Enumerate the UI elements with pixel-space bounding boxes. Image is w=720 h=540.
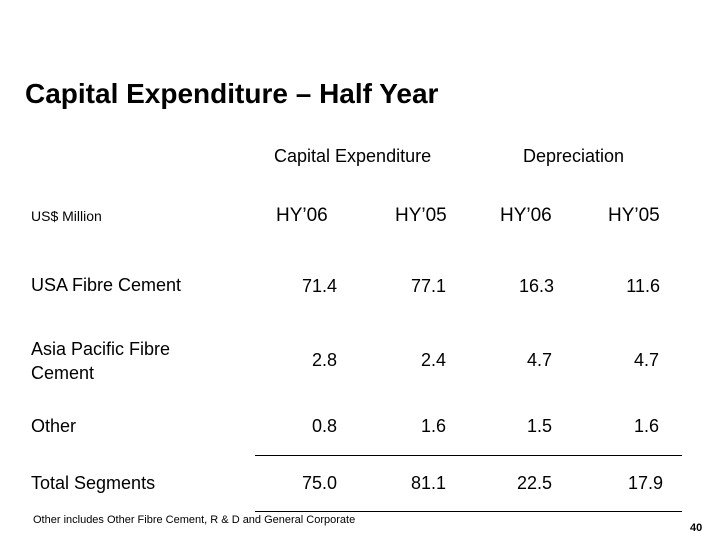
unit-label: US$ Million <box>31 208 102 224</box>
column-header-dep-hy06: HY’06 <box>500 205 552 226</box>
page-number: 40 <box>690 522 703 534</box>
column-header-dep-hy05: HY’05 <box>608 205 660 226</box>
table-cell: 17.9 <box>627 473 663 493</box>
column-header-capex-hy06: HY’06 <box>276 205 328 226</box>
capex-group-header: Capital Expenditure <box>274 146 432 166</box>
table-cell: 0.8 <box>311 416 337 436</box>
table-cell: 2.8 <box>311 350 337 370</box>
column-header-capex-hy05: HY’05 <box>395 205 447 226</box>
table-cell: 4.7 <box>633 350 659 370</box>
table-cell: 75.0 <box>301 473 337 493</box>
table-cell: 77.1 <box>410 276 446 296</box>
table-cell: 11.6 <box>626 276 660 296</box>
table-cell: 22.5 <box>516 473 552 493</box>
row-label-asia-pacific: Asia Pacific Fibre Cement <box>31 339 171 383</box>
row-label-total: Total Segments <box>31 473 156 493</box>
page-title: Capital Expenditure – Half Year <box>25 78 439 109</box>
table-cell: 4.7 <box>526 350 552 370</box>
table-cell: 2.4 <box>420 350 446 370</box>
row-label-usa: USA Fibre Cement <box>31 275 182 295</box>
table-cell: 71.4 <box>301 276 337 296</box>
table-cell: 1.6 <box>420 416 446 436</box>
footnote: Other includes Other Fibre Cement, R & D… <box>33 514 356 526</box>
table-cell: 81.1 <box>410 473 446 493</box>
row-label-other: Other <box>31 416 77 436</box>
subtotal-rule <box>255 455 682 456</box>
table-cell: 1.5 <box>526 416 552 436</box>
table-cell: 1.6 <box>633 416 659 436</box>
depreciation-group-header: Depreciation <box>523 146 625 166</box>
total-rule <box>255 511 682 512</box>
table-cell: 16.3 <box>518 276 554 296</box>
